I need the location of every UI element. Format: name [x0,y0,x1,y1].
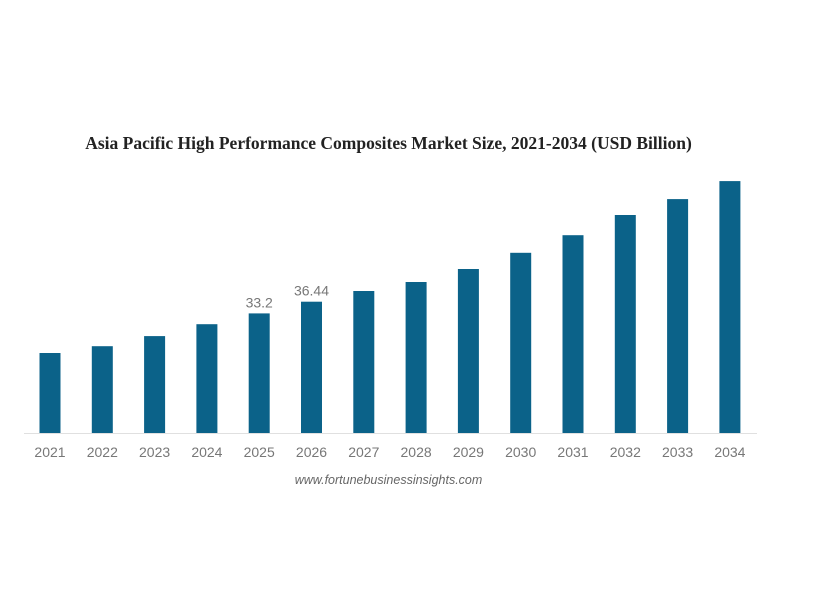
data-labels: 33.2 36.44 [246,283,330,311]
x-tick-labels: 2021 2022 2023 2024 2025 2026 2027 2028 2029 2030… [34,444,745,460]
x-tick-label: 2024 [191,444,222,460]
x-tick-label: 2030 [505,444,536,460]
bar-2028 [405,282,427,433]
bar-2026 [301,301,322,433]
bars-group [39,181,741,433]
bar-2033 [667,199,689,433]
bar-2027 [353,291,375,433]
x-tick-label: 2031 [557,444,588,460]
bar-2024 [196,324,218,433]
data-label: 33.2 [246,294,273,310]
x-tick-label: 2021 [34,444,65,460]
x-tick-label: 2028 [401,444,432,460]
bar-2034 [719,181,741,433]
x-tick-label: 2026 [296,444,327,460]
x-tick-label: 2032 [610,444,641,460]
source-credit: www.fortunebusinessinsights.com [294,473,483,487]
data-label: 36.44 [294,283,329,299]
bar-2022 [91,346,113,433]
x-tick-label: 2029 [453,444,484,460]
x-tick-label: 2027 [348,444,379,460]
chart-title: Asia Pacific High Performance Composites… [85,133,692,153]
bar-2023 [144,336,166,433]
x-tick-label: 2033 [662,444,693,460]
bar-2021 [39,353,61,433]
x-tick-label: 2025 [244,444,275,460]
x-tick-label: 2022 [87,444,118,460]
bar-2031 [562,235,584,433]
bar-2025 [248,313,270,433]
x-tick-label: 2034 [714,444,745,460]
bar-2030 [510,252,532,433]
x-tick-label: 2023 [139,444,170,460]
bar-2032 [614,215,636,433]
bar-2029 [457,269,479,433]
